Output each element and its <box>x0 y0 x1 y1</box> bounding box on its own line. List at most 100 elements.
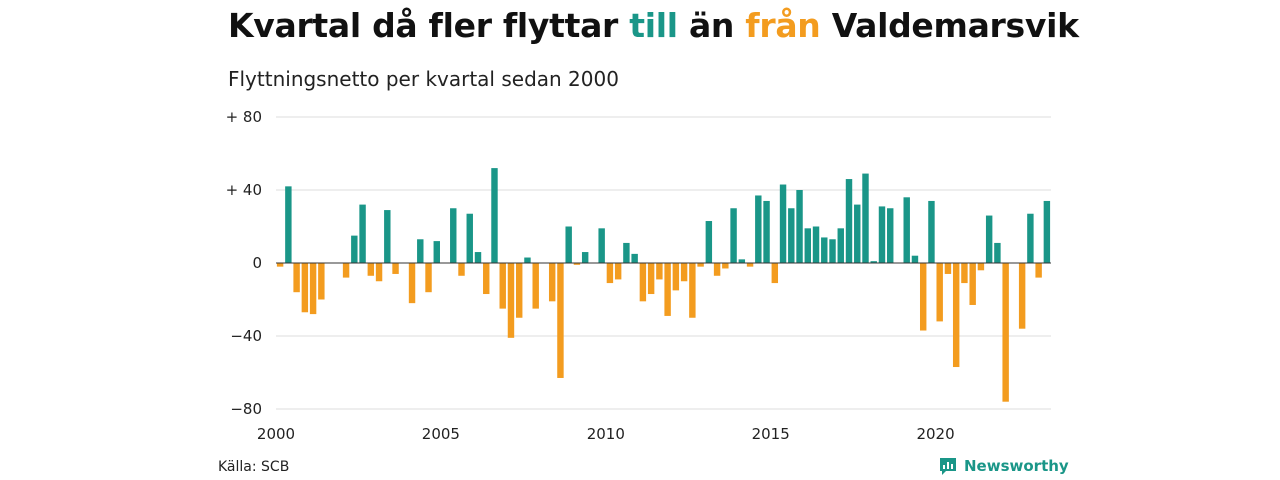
bar <box>1018 263 1026 329</box>
bar <box>499 263 506 309</box>
bar <box>1043 200 1051 263</box>
bar <box>573 263 581 265</box>
bar <box>532 263 539 309</box>
brand-logo: Newsworthy <box>938 456 1069 476</box>
bar <box>722 263 729 269</box>
bar <box>507 263 515 338</box>
bar <box>845 179 853 263</box>
y-tick-label: + 40 <box>226 181 262 199</box>
bar <box>309 263 317 315</box>
bar <box>491 168 498 263</box>
bar <box>919 263 927 331</box>
bar <box>969 263 976 305</box>
bar <box>450 208 457 263</box>
bar <box>656 263 663 280</box>
bar <box>516 263 523 318</box>
bar <box>623 242 630 263</box>
bar <box>779 184 787 263</box>
y-tick-label: + 80 <box>226 108 262 126</box>
bar <box>392 263 399 274</box>
bar <box>788 208 795 263</box>
bar <box>408 263 416 304</box>
bar <box>796 190 803 263</box>
bar <box>631 253 638 263</box>
bar <box>1027 213 1034 263</box>
bar <box>887 208 894 263</box>
bar <box>614 263 622 280</box>
y-tick-label: −80 <box>230 400 262 418</box>
bar <box>763 200 770 263</box>
bar <box>384 210 391 263</box>
x-tick-label: 2015 <box>752 425 790 443</box>
bar <box>812 226 820 263</box>
x-tick-label: 2000 <box>257 425 295 443</box>
bar <box>466 213 473 263</box>
bar <box>524 257 531 263</box>
bar <box>639 263 647 302</box>
bar <box>771 263 779 284</box>
bar <box>804 228 811 263</box>
bar <box>928 200 935 263</box>
bar <box>821 237 828 263</box>
bar <box>994 242 1001 263</box>
bar <box>985 215 993 263</box>
bar <box>1035 263 1042 278</box>
bar <box>276 263 284 267</box>
title-highlight-fran: från <box>745 6 821 45</box>
bar <box>911 255 919 263</box>
bar <box>672 263 680 291</box>
bar <box>351 235 358 263</box>
bar <box>359 204 366 263</box>
bar <box>483 263 490 295</box>
bar <box>342 263 350 278</box>
y-tick-label: 0 <box>252 254 262 272</box>
newsworthy-chart-icon <box>940 458 956 475</box>
bar <box>862 173 869 263</box>
bar <box>705 221 713 263</box>
bar <box>936 263 943 322</box>
bar <box>738 259 746 263</box>
bar <box>458 263 465 276</box>
bar <box>375 263 383 282</box>
bar <box>581 252 589 263</box>
bar <box>961 263 968 284</box>
bar <box>854 204 861 263</box>
bar <box>680 263 688 282</box>
bar <box>318 263 325 300</box>
y-axis-ticks: + 80 + 40 0 −40 −80 <box>226 108 262 418</box>
bar <box>755 195 762 263</box>
bar <box>301 263 309 313</box>
x-axis-ticks: 2000 2005 2010 2015 2020 <box>257 425 955 443</box>
bar <box>285 186 292 263</box>
x-tick-label: 2010 <box>587 425 625 443</box>
bar <box>944 263 952 274</box>
grid-lines <box>276 116 1051 410</box>
bar <box>557 263 564 378</box>
chart-subtitle: Flyttningsnetto per kvartal sedan 2000 <box>228 67 619 91</box>
bar <box>689 263 696 318</box>
bar <box>664 263 671 316</box>
bar <box>548 263 556 302</box>
bar <box>829 239 836 263</box>
source-label: Källa: SCB <box>218 459 290 475</box>
x-tick-label: 2005 <box>422 425 460 443</box>
bar <box>598 228 605 263</box>
bar <box>1002 263 1009 402</box>
bar <box>713 263 721 276</box>
bar <box>433 241 440 263</box>
chart-title: Kvartal då fler flyttar till än från Val… <box>228 6 1079 45</box>
bar <box>697 263 704 267</box>
brand-name: Newsworthy <box>964 457 1069 475</box>
bar <box>903 197 910 263</box>
bar <box>293 263 300 293</box>
bar <box>647 263 655 295</box>
bar <box>565 226 572 263</box>
y-tick-label: −40 <box>230 327 262 345</box>
bar <box>367 263 375 276</box>
bar <box>837 228 844 263</box>
bars <box>276 168 1051 402</box>
bar <box>425 263 432 293</box>
bar <box>474 252 482 263</box>
bar <box>952 263 960 368</box>
